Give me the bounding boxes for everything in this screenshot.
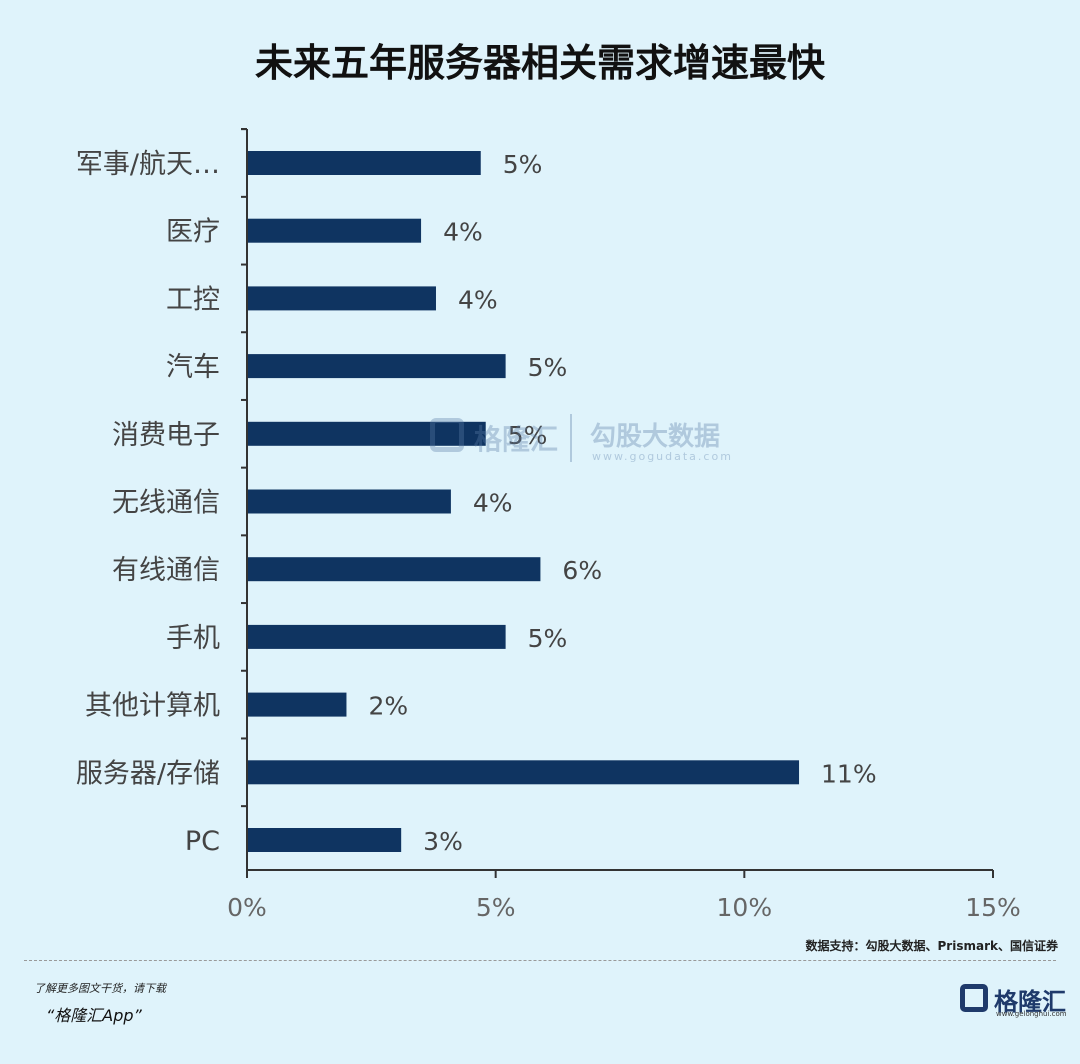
logo-url: www.gelonghui.com (996, 1010, 1067, 1018)
value-label-7: 5% (528, 624, 568, 653)
x-tick-label-1: 5% (476, 893, 516, 922)
x-tick-label-2: 10% (717, 893, 773, 922)
category-label-9: 服务器/存储 (76, 758, 220, 789)
value-label-5: 4% (473, 489, 513, 518)
category-label-4: 消费电子 (112, 420, 220, 451)
promo-text: 了解更多图文干货，请下载 (34, 982, 166, 995)
value-label-8: 2% (368, 692, 408, 721)
value-label-0: 5% (503, 150, 543, 179)
value-label-9: 11% (821, 759, 877, 788)
chart-title: 未来五年服务器相关需求增速最快 (254, 41, 825, 85)
logo-name: 格隆汇 (994, 988, 1066, 1016)
category-label-5: 无线通信 (112, 488, 220, 519)
watermark-logo-icon (430, 418, 464, 452)
category-label-1: 医疗 (166, 217, 220, 248)
bar-chart: 军事/航天…医疗工控汽车消费电子无线通信有线通信手机其他计算机服务器/存储PC … (76, 128, 1021, 922)
bar-4 (247, 421, 486, 446)
watermark-separator (570, 414, 572, 462)
bar-1 (247, 218, 422, 243)
footer-divider (24, 960, 1056, 961)
bar-0 (247, 151, 481, 175)
value-label-3: 5% (528, 353, 568, 382)
category-label-7: 手机 (166, 623, 220, 654)
category-label-8: 其他计算机 (85, 691, 220, 722)
logo-icon (960, 984, 988, 1012)
category-label-10: PC (185, 826, 220, 857)
watermark-brand: 格隆汇 (474, 423, 559, 456)
value-label-1: 4% (443, 218, 483, 247)
watermark-name: 勾股大数据 (590, 422, 721, 452)
x-tick-label-0: 0% (227, 893, 267, 922)
category-label-6: 有线通信 (112, 555, 220, 586)
bar-2 (247, 286, 436, 311)
bar-8 (247, 692, 347, 717)
category-label-0: 军事/航天… (76, 149, 220, 180)
watermark-url: www.gogudata.com (592, 450, 733, 463)
bar-10 (247, 828, 402, 852)
value-label-6: 6% (562, 556, 602, 585)
value-label-10: 3% (423, 827, 463, 856)
data-source: 数据支持：勾股大数据、Prismark、国信证券 (805, 939, 1058, 953)
promo-app-name: “格隆汇App” (46, 1006, 142, 1025)
bar-6 (247, 557, 541, 582)
bar-5 (247, 489, 451, 514)
x-tick-label-3: 15% (965, 893, 1021, 922)
bar-9 (247, 760, 800, 785)
value-label-4: 5% (508, 421, 548, 450)
value-label-2: 4% (458, 285, 498, 314)
category-label-3: 汽车 (166, 352, 220, 383)
category-label-2: 工控 (166, 284, 220, 315)
bar-7 (247, 624, 506, 649)
bar-3 (247, 354, 506, 379)
